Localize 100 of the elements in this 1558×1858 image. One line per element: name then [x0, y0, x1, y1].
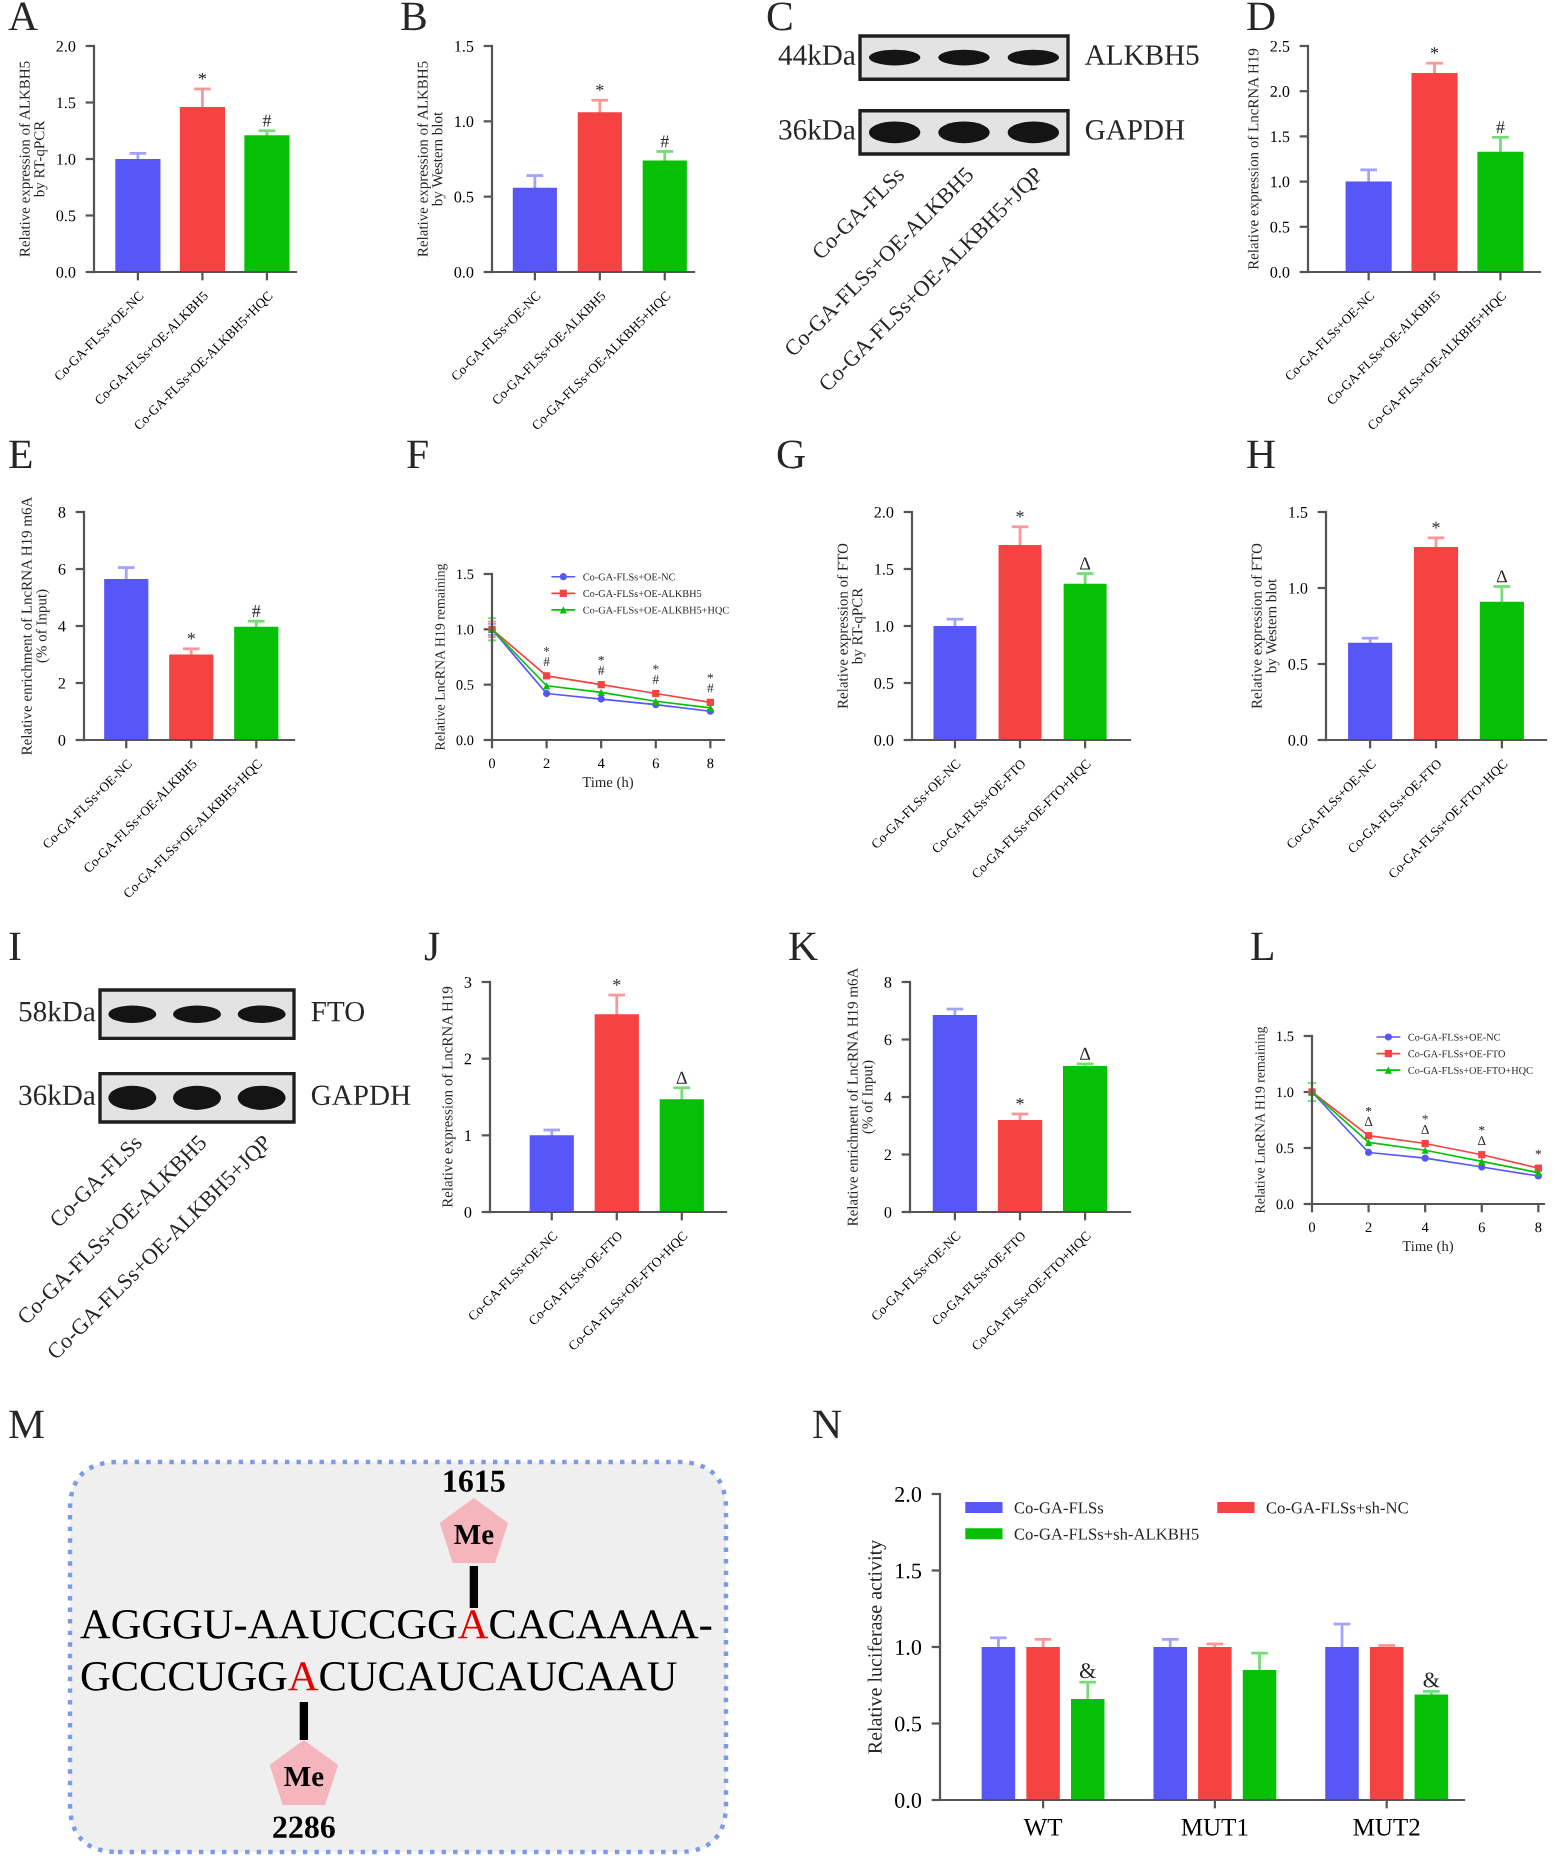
y-tick-label: 0.0: [1270, 266, 1290, 278]
chart-title: K: [789, 932, 818, 961]
annotation: *: [596, 84, 604, 91]
chart-title: A: [8, 2, 38, 31]
y-tick-label: 2: [464, 1053, 472, 1065]
legend-label: Co-GA-FLSs+sh-ALKBH5: [1014, 1527, 1199, 1540]
x-tick-label: MUT1: [1181, 1818, 1248, 1836]
category-label: GAPDH: [311, 1085, 411, 1106]
y-tick-label: 2.0: [874, 506, 894, 518]
y-tick-label: 1.5: [455, 40, 474, 52]
y-tick-label: 6: [884, 1034, 892, 1046]
text: 2286: [273, 1816, 335, 1838]
annotation: Δ: [1079, 1047, 1091, 1060]
chart-title: E: [9, 440, 32, 469]
y-tick-label: 1.0: [1271, 176, 1290, 188]
y-tick-label: 0.0: [454, 266, 474, 278]
legend-label: Co-GA-FLSs: [1014, 1502, 1104, 1514]
text: Me: [454, 1524, 494, 1545]
y-tick-label: 1.0: [455, 116, 474, 128]
y-tick-label: 4: [884, 1091, 892, 1103]
y-tick-label: 0.5: [1270, 221, 1290, 233]
text: GCCCUGG: [81, 1662, 287, 1691]
annotation: *: [613, 979, 621, 986]
annotation: *: [1016, 510, 1024, 518]
text: Me: [284, 1766, 324, 1787]
text: M: [9, 1410, 44, 1439]
chart-title: H: [1247, 440, 1275, 469]
y-tick-label: 0: [464, 1206, 472, 1218]
annotation: &: [1079, 1663, 1096, 1679]
y-tick-label: 1.5: [896, 1563, 922, 1579]
y-tick-label: 1.5: [57, 97, 76, 109]
text: C: [767, 2, 792, 31]
category-label: 36kDa: [19, 1084, 96, 1106]
y-axis-title: Relative luciferase activity: [867, 1539, 886, 1754]
annotation: *: [1016, 1097, 1024, 1105]
annotation: Δ: [1496, 570, 1507, 583]
y-tick-label: 0.5: [895, 1716, 922, 1732]
y-tick-label: 1.0: [896, 1639, 922, 1656]
category-label: 58kDa: [19, 1000, 96, 1022]
category-label: FTO: [311, 1001, 365, 1022]
y-tick-label: 2: [58, 677, 66, 689]
y-tick-label: 0: [58, 734, 66, 746]
chart-title: B: [401, 2, 426, 31]
y-tick-label: 2.0: [1270, 86, 1290, 98]
y-tick-label: 3: [464, 976, 472, 988]
y-tick-label: 0.0: [56, 266, 76, 278]
y-tick-label: 1.5: [1271, 131, 1290, 143]
y-tick-label: 1.5: [1289, 506, 1308, 518]
y-tick-label: 0.0: [1288, 734, 1308, 746]
y-tick-label: 6: [58, 563, 66, 575]
y-tick-label: 1.0: [1289, 582, 1308, 594]
annotation: *: [187, 632, 195, 640]
y-tick-label: 1: [465, 1130, 471, 1141]
y-tick-label: 8: [58, 506, 66, 518]
annotation: *: [198, 72, 207, 80]
chart-title: N: [813, 1410, 842, 1439]
chart-title: G: [777, 440, 805, 469]
chart-title: J: [424, 932, 440, 961]
category-label: 44kDa: [778, 44, 856, 65]
y-tick-label: 0.5: [1288, 658, 1308, 670]
category-label: GAPDH: [1085, 120, 1185, 140]
annotation: *: [1432, 521, 1440, 529]
chart-title: L: [1251, 932, 1273, 961]
y-tick-label: 2.5: [1270, 40, 1290, 52]
text: CUCAUCAUCAAU: [320, 1662, 677, 1691]
annotation: #: [1496, 121, 1505, 134]
y-tick-label: 0.5: [56, 210, 76, 222]
y-tick-label: 2.0: [895, 1486, 922, 1503]
y-tick-label: 2.0: [56, 40, 76, 52]
annotation: &: [1423, 1672, 1440, 1688]
y-tick-label: 0.0: [874, 734, 894, 746]
y-tick-label: 2: [884, 1149, 892, 1161]
category-label: ALKBH5: [1084, 45, 1199, 65]
text: I: [9, 932, 21, 961]
y-tick-label: 4: [58, 620, 66, 632]
chart-title: D: [1247, 2, 1275, 31]
annotation: #: [252, 605, 261, 617]
annotation: #: [262, 114, 272, 127]
annotation: Δ: [676, 1071, 687, 1084]
text: A: [288, 1662, 319, 1691]
y-tick-label: 0.0: [895, 1792, 922, 1809]
x-tick-label: MUT2: [1353, 1818, 1420, 1836]
text: CACAAAA-: [490, 1610, 712, 1639]
y-tick-label: 0.5: [454, 191, 474, 203]
category-label: 36kDa: [779, 119, 856, 140]
text: AGGGU-AAUCCGG: [80, 1610, 457, 1639]
y-tick-label: 1.5: [875, 563, 894, 575]
text: A: [458, 1610, 489, 1639]
y-tick-label: 1.0: [57, 153, 76, 165]
x-tick-label: WT: [1023, 1819, 1063, 1836]
y-tick-label: 1.0: [875, 620, 894, 632]
y-tick-label: 8: [884, 976, 892, 988]
annotation: *: [1430, 47, 1439, 54]
text: 1615: [444, 1470, 505, 1492]
annotation: Δ: [1079, 557, 1091, 570]
annotation: #: [660, 135, 669, 148]
legend-label: Co-GA-FLSs+sh-NC: [1266, 1501, 1408, 1514]
y-tick-label: 0.5: [874, 677, 894, 689]
y-tick-label: 0: [884, 1206, 892, 1218]
chart-title: F: [407, 440, 428, 469]
